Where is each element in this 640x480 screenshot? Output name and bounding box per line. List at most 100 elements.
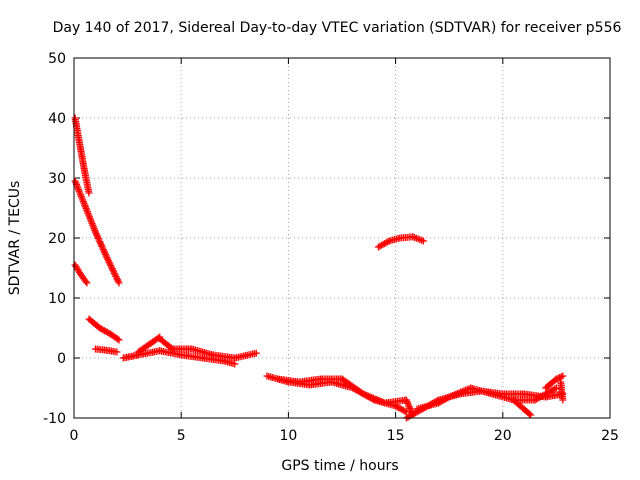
y-tick-label: 30: [48, 171, 66, 187]
data-point: [447, 392, 455, 400]
data-point: [552, 375, 560, 383]
data-point: [462, 386, 470, 394]
series-track-d: [85, 315, 123, 344]
data-point: [106, 260, 114, 268]
data-point: [559, 372, 567, 380]
data-point: [404, 399, 412, 407]
data-point: [115, 279, 123, 287]
data-point: [115, 336, 123, 344]
data-point: [457, 388, 465, 396]
data-point: [92, 230, 100, 238]
y-tick-labels: -10 0 10 20 30 40 50: [43, 51, 66, 427]
grid-lines: [74, 58, 610, 418]
plot-frame: [73, 57, 611, 419]
series-track-p: [557, 378, 567, 404]
data-point: [401, 407, 409, 415]
chart-title: Day 140 of 2017, Sidereal Day-to-day VTE…: [53, 20, 622, 36]
series-track-n: [510, 396, 535, 419]
data-point: [364, 392, 372, 400]
data-point: [103, 254, 111, 262]
y-tick-label: -10: [43, 411, 66, 427]
data-point: [371, 395, 379, 403]
y-tick-label: 40: [48, 111, 66, 127]
data-point: [110, 269, 118, 277]
data-point: [104, 257, 112, 265]
data-point: [113, 348, 121, 356]
data-point: [111, 271, 119, 279]
data-point: [167, 344, 175, 352]
data-point: [101, 249, 109, 257]
y-axis-label: SDTVAR / TECUs: [7, 181, 23, 296]
data-point: [109, 266, 117, 274]
data-point: [359, 390, 367, 398]
series-track-j: [274, 375, 417, 419]
data-point: [455, 389, 463, 397]
data-point: [85, 189, 93, 197]
data-point: [104, 255, 112, 263]
y-tick-label: 50: [48, 51, 66, 67]
data-point: [114, 335, 122, 343]
data-point: [444, 394, 452, 402]
data-point: [453, 390, 461, 398]
data-point: [363, 391, 371, 399]
data-point: [100, 247, 108, 255]
data-point: [406, 404, 414, 412]
x-tick-label: 15: [387, 428, 405, 444]
data-point: [452, 390, 460, 398]
data-point: [527, 411, 535, 419]
data-point: [554, 374, 562, 382]
data-point: [378, 398, 386, 406]
data-point: [551, 385, 559, 393]
data-point: [448, 392, 456, 400]
data-point: [113, 274, 121, 282]
data-point: [373, 396, 381, 404]
data-point: [460, 387, 468, 395]
data-point: [376, 397, 384, 405]
data-point: [114, 277, 122, 285]
x-axis-label: GPS time / hours: [281, 458, 398, 474]
data-point: [107, 262, 115, 270]
x-tick-labels: 0 5 10 15 20 25: [70, 428, 619, 444]
data-point: [94, 234, 102, 242]
data-point: [96, 238, 104, 246]
x-tick-label: 20: [494, 428, 512, 444]
series-track-h: [156, 335, 260, 362]
data-point: [366, 393, 374, 401]
data-point: [231, 360, 239, 368]
data-point: [102, 252, 110, 260]
data-point: [368, 393, 376, 401]
data-point: [405, 403, 413, 411]
data-point: [94, 233, 102, 241]
data-point: [419, 237, 427, 245]
series-track-o: [542, 372, 567, 392]
data-point: [114, 276, 122, 284]
data-point: [252, 349, 260, 357]
y-tick-label: 20: [48, 231, 66, 247]
data-point: [99, 246, 107, 254]
data-point: [96, 239, 104, 247]
data-point: [369, 394, 377, 402]
data-point: [556, 374, 564, 381]
data-point: [450, 391, 458, 399]
y-tick-label: 0: [57, 351, 66, 367]
x-tick-label: 0: [70, 428, 79, 444]
data-point: [463, 385, 471, 393]
data-point: [108, 265, 116, 273]
data-point: [93, 231, 101, 239]
data-point: [83, 279, 91, 287]
data-point: [82, 278, 90, 285]
y-tick-label: 10: [48, 291, 66, 307]
data-point: [105, 258, 113, 266]
series-track-b: [71, 177, 123, 287]
series-track-e: [91, 345, 121, 356]
x-tick-label: 25: [601, 428, 619, 444]
x-tick-label: 5: [177, 428, 186, 444]
data-point: [101, 250, 109, 258]
data-point: [107, 263, 115, 271]
data-point: [112, 273, 120, 281]
data-point: [403, 398, 411, 406]
data-point: [91, 228, 99, 236]
data-point: [361, 391, 369, 399]
data-point: [402, 396, 410, 404]
data-point: [404, 401, 412, 409]
